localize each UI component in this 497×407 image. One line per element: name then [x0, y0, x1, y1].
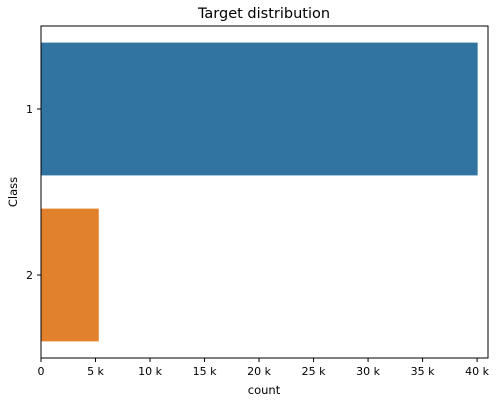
x-tick-label-0: 0: [38, 365, 45, 378]
bar-class-2: [41, 208, 99, 342]
chart-title: Target distribution: [197, 6, 330, 22]
y-tick-label-2: 2: [26, 269, 33, 282]
y-tick-label-1: 1: [26, 103, 33, 116]
x-tick-label-5: 25 k: [302, 365, 326, 378]
x-tick-label-3: 15 k: [193, 365, 217, 378]
x-tick-label-1: 5 k: [87, 365, 104, 378]
x-tick-label-8: 40 k: [465, 365, 489, 378]
plot-frame: [40, 25, 489, 359]
x-tick-label-6: 30 k: [356, 365, 380, 378]
x-axis-label: count: [248, 383, 281, 397]
plot-area: 1 2 0 5 k 10 k 15 k 20 k 25 k 30 k 35 k 40 k: [26, 25, 490, 378]
y-axis-label: Class: [6, 177, 20, 207]
bar-class-1: [41, 42, 478, 176]
x-tick-label-7: 35 k: [411, 365, 435, 378]
x-tick-label-2: 10 k: [138, 365, 162, 378]
x-tick-label-4: 20 k: [247, 365, 271, 378]
